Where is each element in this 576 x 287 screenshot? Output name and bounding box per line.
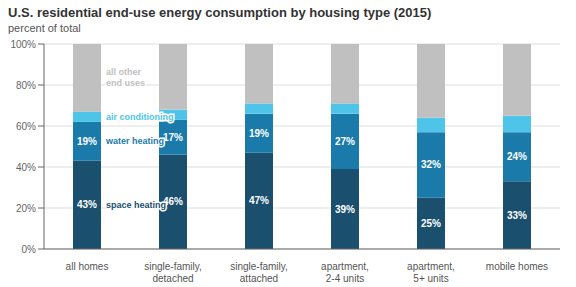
svg-text:80%: 80% [16, 80, 36, 91]
svg-text:mobile homes: mobile homes [486, 261, 548, 272]
svg-text:17%: 17% [163, 132, 183, 143]
svg-text:water heating: water heating [105, 136, 164, 146]
svg-text:space heating: space heating [106, 200, 166, 210]
svg-text:all homes: all homes [66, 261, 109, 272]
svg-text:47%: 47% [249, 195, 269, 206]
svg-text:0%: 0% [22, 244, 37, 255]
svg-text:single-family,attached: single-family,attached [230, 261, 288, 284]
svg-text:27%: 27% [335, 136, 355, 147]
svg-text:air conditioning: air conditioning [106, 112, 174, 122]
svg-text:20%: 20% [16, 203, 36, 214]
svg-text:25%: 25% [421, 218, 441, 229]
html-text:percent of total: percent of total [8, 22, 81, 34]
svg-text:19%: 19% [249, 128, 269, 139]
svg-text:33%: 33% [507, 210, 527, 221]
svg-text:46%: 46% [163, 196, 183, 208]
svg-text:single-family,detached: single-family,detached [144, 261, 202, 284]
svg-text:43%: 43% [77, 199, 97, 210]
svg-text:32%: 32% [421, 159, 441, 170]
svg-text:40%: 40% [16, 162, 36, 173]
svg-text:39%: 39% [335, 204, 355, 215]
svg-text:24%: 24% [507, 151, 527, 162]
svg-text:apartment,5+ units: apartment,5+ units [407, 261, 455, 284]
svg-text:19%: 19% [77, 136, 97, 147]
svg-text:all otherend uses: all otherend uses [106, 67, 145, 88]
html-text:U.S. residential end-use energ: U.S. residential end-use energy consumpt… [8, 5, 432, 20]
svg-text:60%: 60% [16, 121, 36, 132]
svg-text:100%: 100% [10, 39, 36, 50]
svg-text:apartment,2-4 units: apartment,2-4 units [321, 261, 369, 284]
